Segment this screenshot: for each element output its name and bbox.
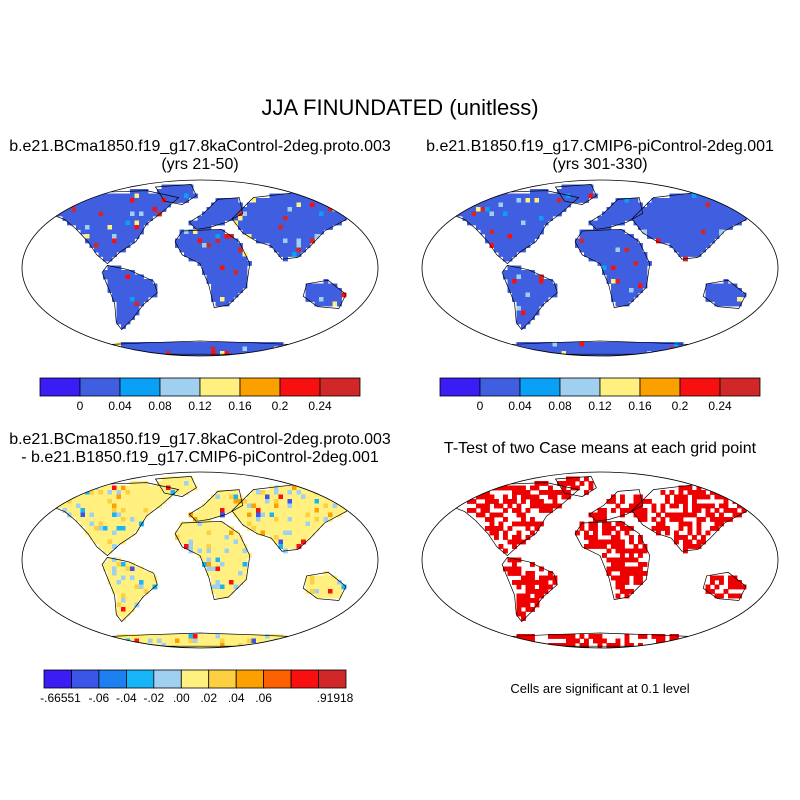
panel-title-ttest: T-Test of two Case means at each grid po… xyxy=(443,440,757,457)
panel-title-case1-line1: b.e21.BCma1850.f19_g17.8kaControl-2deg.p… xyxy=(9,138,391,155)
colorbar-tick-label: 0.24 xyxy=(708,399,732,413)
colorbar-tick-label: -.02 xyxy=(143,691,165,705)
colorbar-tick-label: 0.2 xyxy=(271,399,289,413)
map-ttest xyxy=(421,471,779,649)
colorbar-tick-label: 0.12 xyxy=(588,399,612,413)
colorbar-tick-label: 0.2 xyxy=(671,399,689,413)
colorbar-tick-label: 0.12 xyxy=(188,399,212,413)
colorbar-tick-label: 0 xyxy=(476,399,484,413)
colorbar-tick-label: 0.24 xyxy=(308,399,332,413)
map-case1 xyxy=(21,179,379,357)
significance-note: Cells are significant at 0.1 level xyxy=(510,681,690,696)
colorbar-tick-label: 0.16 xyxy=(628,399,652,413)
colorbar-tick-label: -.04 xyxy=(116,691,137,705)
panel-title-case2: b.e21.B1850.f19_g17.CMIP6-piControl-2deg… xyxy=(400,138,800,174)
colorbar-difference xyxy=(43,669,347,689)
colorbar-tick-label: .91918 xyxy=(316,691,354,705)
map-case2 xyxy=(421,179,779,357)
colorbar-tick-label: -.66551 xyxy=(40,691,81,705)
colorbar-tick-label: 0.04 xyxy=(508,399,532,413)
colorbar-tick-label: .06 xyxy=(255,691,272,705)
panel-title-diff-line2: - b.e21.B1850.f19_g17.CMIP6-piControl-2d… xyxy=(21,449,379,466)
colorbar-tick-label: 0.16 xyxy=(228,399,252,413)
main-title: JJA FINUNDATED (unitless) xyxy=(261,95,539,120)
colorbar-tick-label: 0.04 xyxy=(108,399,132,413)
colorbar-tick-label: .02 xyxy=(200,691,218,705)
colorbar-tick-label: .04 xyxy=(227,691,245,705)
panel-title-case2-line1: b.e21.B1850.f19_g17.CMIP6-piControl-2deg… xyxy=(426,138,774,155)
panel-title-case2-line2: (yrs 301-330) xyxy=(552,156,648,173)
panel-title-diff-line1: b.e21.BCma1850.f19_g17.8kaControl-2deg.p… xyxy=(9,431,391,448)
colorbar-tick-label: -.06 xyxy=(88,691,110,705)
map-difference xyxy=(21,471,379,649)
colorbar-case1 xyxy=(39,377,361,397)
panel-title-diff: b.e21.BCma1850.f19_g17.8kaControl-2deg.p… xyxy=(0,431,400,467)
colorbar-case2 xyxy=(439,377,761,397)
colorbar-tick-label: .00 xyxy=(172,691,190,705)
colorbar-tick-label: 0.08 xyxy=(548,399,572,413)
panel-title-case1-line2: (yrs 21-50) xyxy=(161,156,239,173)
colorbar-tick-label: 0.08 xyxy=(148,399,172,413)
panel-title-case1: b.e21.BCma1850.f19_g17.8kaControl-2deg.p… xyxy=(0,138,400,174)
colorbar-tick-label: 0 xyxy=(76,399,84,413)
